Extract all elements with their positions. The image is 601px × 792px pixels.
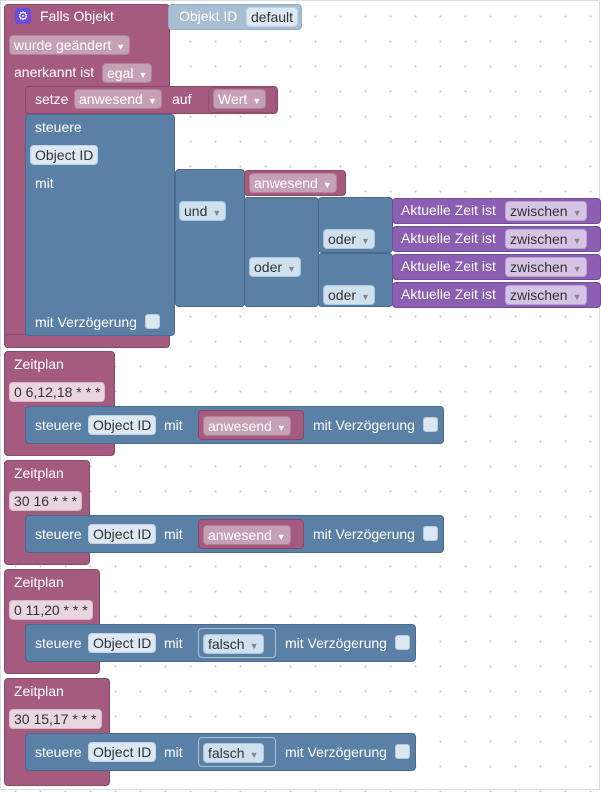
schedule-object-4[interactable]: Object ID [88, 742, 157, 762]
settings-gear-icon[interactable]: ⚙ [15, 8, 31, 24]
event-title: Falls Objekt [40, 8, 114, 24]
schedule-title-4: Zeitplan [14, 683, 64, 699]
and-dropdown[interactable]: und ▼ [179, 201, 227, 221]
schedule-control-label-4: steuere [35, 744, 82, 760]
schedule-title-2: Zeitplan [14, 465, 64, 481]
schedule-with-1: mit [164, 417, 183, 433]
schedule-delay-checkbox-4[interactable] [395, 744, 410, 759]
delay-checkbox[interactable] [145, 314, 160, 329]
schedule-value-dropdown-1[interactable]: anwesend ▼ [203, 416, 291, 436]
ack-label: anerkannt ist [14, 64, 95, 80]
set-to-label: auf [172, 91, 192, 107]
schedule-with-3: mit [164, 635, 183, 651]
schedule-control-label-2: steuere [35, 526, 82, 542]
or-block-outer[interactable] [244, 197, 319, 307]
schedule-control-label-1: steuere [35, 417, 82, 433]
and-block[interactable] [175, 169, 245, 307]
control-label: steuere [35, 119, 82, 135]
schedule-delay-3: mit Verzögerung [285, 635, 387, 651]
time-mode-dropdown-2[interactable]: zwischen ▼ [505, 229, 587, 249]
time-mode-dropdown-3[interactable]: zwischen ▼ [505, 257, 587, 277]
time-mode-dropdown-4[interactable]: zwischen ▼ [505, 285, 587, 305]
schedule-object-1[interactable]: Object ID [88, 415, 157, 435]
time-label-2: Aktuelle Zeit ist [401, 230, 496, 246]
set-label: setze [35, 91, 69, 107]
schedule-control-label-3: steuere [35, 635, 82, 651]
ack-dropdown[interactable]: egal ▼ [102, 63, 153, 83]
schedule-cron-4[interactable]: 30 15,17 * * * [9, 709, 102, 729]
schedule-delay-2: mit Verzögerung [313, 526, 415, 542]
time-label-4: Aktuelle Zeit ist [401, 286, 496, 302]
schedule-value-dropdown-4[interactable]: falsch ▼ [203, 743, 264, 763]
changed-dropdown[interactable]: wurde geändert ▼ [9, 35, 131, 55]
schedule-with-2: mit [164, 526, 183, 542]
schedule-value-dropdown-2[interactable]: anwesend ▼ [203, 525, 291, 545]
schedule-delay-checkbox-2[interactable] [423, 526, 438, 541]
schedule-title-1: Zeitplan [14, 356, 64, 372]
schedule-cron-2[interactable]: 30 16 * * * [9, 491, 83, 511]
schedule-delay-checkbox-3[interactable] [395, 635, 410, 650]
or-outer-dropdown[interactable]: oder ▼ [249, 257, 301, 277]
object-id-field[interactable]: default [246, 7, 299, 27]
schedule-with-4: mit [164, 744, 183, 760]
schedule-delay-4: mit Verzögerung [285, 744, 387, 760]
object-id-label: Objekt ID [179, 8, 238, 24]
time-mode-dropdown-1[interactable]: zwischen ▼ [505, 201, 587, 221]
schedule-title-3: Zeitplan [14, 574, 64, 590]
schedule-cron-1[interactable]: 0 6,12,18 * * * [9, 382, 106, 402]
control-delay-label: mit Verzögerung [35, 314, 137, 330]
schedule-cron-3[interactable]: 0 11,20 * * * [9, 600, 93, 620]
time-label-1: Aktuelle Zeit ist [401, 202, 496, 218]
schedule-delay-checkbox-1[interactable] [423, 417, 438, 432]
schedule-object-3[interactable]: Object ID [88, 633, 157, 653]
value-dropdown[interactable]: Wert ▼ [213, 89, 267, 109]
schedule-delay-1: mit Verzögerung [313, 417, 415, 433]
time-label-3: Aktuelle Zeit ist [401, 258, 496, 274]
or-inner-1-dropdown[interactable]: oder ▼ [323, 229, 375, 249]
or-inner-2-dropdown[interactable]: oder ▼ [323, 285, 375, 305]
schedule-value-dropdown-3[interactable]: falsch ▼ [203, 634, 264, 654]
event-block-footer [4, 334, 170, 348]
control-object-field[interactable]: Object ID [30, 145, 99, 165]
set-variable-dropdown[interactable]: anwesend ▼ [74, 89, 162, 109]
control-with-label: mit [35, 175, 54, 191]
schedule-object-2[interactable]: Object ID [88, 524, 157, 544]
and-var-dropdown[interactable]: anwesend ▼ [249, 173, 337, 193]
